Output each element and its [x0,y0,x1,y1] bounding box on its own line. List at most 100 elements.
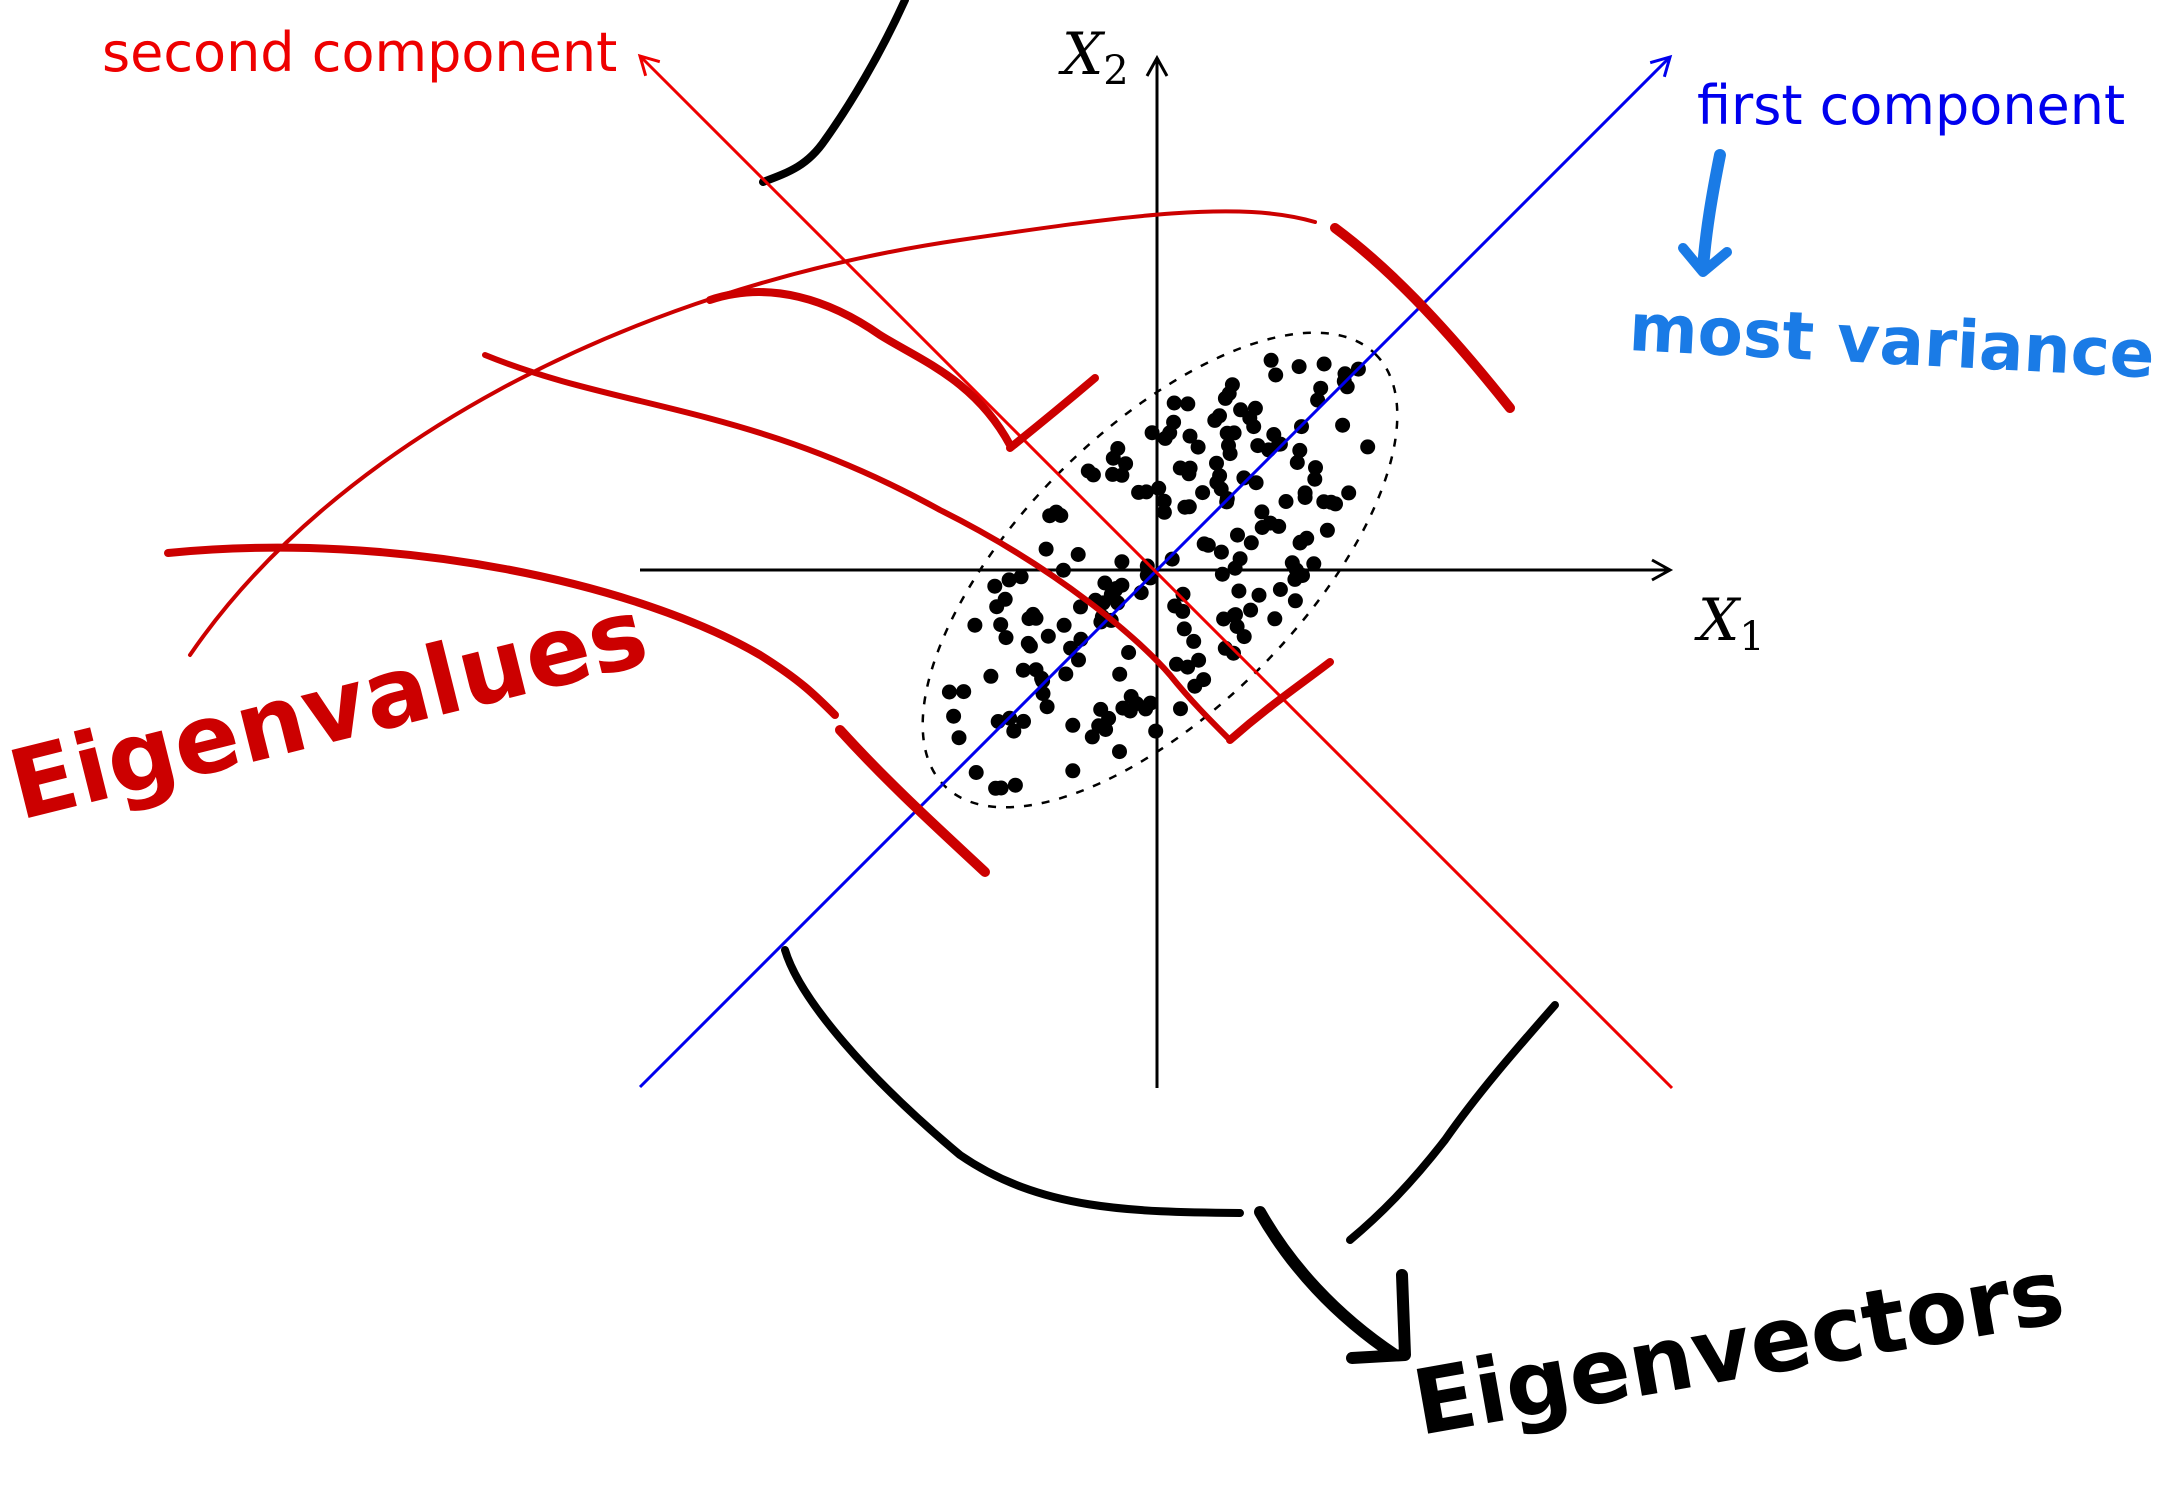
data-point [1221,386,1237,401]
data-point [1306,556,1322,572]
data-point [1360,439,1376,455]
data-point [1156,493,1172,509]
data-point [1228,607,1243,623]
data-point [1251,587,1267,603]
data-point [1167,598,1183,614]
data-point [1335,417,1351,433]
data-ellipse [921,331,1399,809]
data-point [1328,496,1343,512]
data-point [1297,485,1313,501]
data-point [1319,522,1335,538]
data-point [1172,460,1188,476]
data-point [1169,656,1184,672]
eigenvalue-curve-3 [482,352,1233,743]
data-point [998,630,1014,646]
eigenvalue-tick-3 [1226,658,1334,744]
eigenvalue-tick-1 [1330,223,1515,413]
data-point [1209,455,1224,471]
data-point [1222,446,1238,462]
data-point [993,780,1009,796]
data-point [1040,628,1056,644]
data-point [1122,703,1138,719]
data-points [941,352,1376,796]
data-point [1058,666,1074,682]
data-point [1246,419,1262,435]
data-point [1038,541,1054,557]
data-point [1209,475,1225,490]
data-point [1307,471,1323,487]
data-point [1175,586,1191,602]
data-point [1243,602,1259,618]
data-point [983,668,999,684]
data-point [967,617,983,633]
data-point [1121,645,1137,660]
data-point [1084,729,1100,745]
data-point [1271,518,1287,534]
data-point [956,684,972,700]
data-point [1080,463,1096,479]
data-point [1039,699,1055,715]
data-point [1151,480,1167,496]
data-point [1292,442,1308,458]
data-point [1157,430,1173,446]
data-point [1267,611,1283,627]
data-point [1212,408,1227,424]
data-point [1164,551,1180,567]
data-point [1143,695,1158,711]
data-point [1254,504,1270,520]
data-point [1123,689,1139,704]
eigenvector-arrow-shaft [1254,1206,1401,1361]
data-point [1316,494,1332,510]
data-point [1065,717,1081,733]
data-point [1272,436,1288,452]
eigenvalues-text: Eigenvalues [0,576,658,842]
data-point [1287,593,1303,609]
data-point [1063,640,1079,656]
data-point [1186,633,1202,649]
data-point [1056,617,1072,633]
eigenvalue-tick-4 [835,725,990,877]
data-point [946,708,962,724]
data-point [951,730,967,746]
data-point [1156,504,1172,520]
eigenvalue-curve-4 [164,543,839,719]
data-point [1216,611,1232,627]
data-point [1268,367,1284,383]
data-point [1227,560,1243,576]
data-point [1021,611,1037,627]
data-point [987,578,1003,594]
data-point [1191,652,1207,668]
most-variance-arrowhead [1678,243,1732,277]
data-point [1213,544,1229,560]
data-point [1236,629,1252,645]
data-point [1015,662,1031,678]
data-point [1231,583,1247,599]
data-point [1236,470,1252,486]
data-point [1112,744,1127,760]
data-point [1006,723,1022,739]
data-point [1248,475,1264,491]
data-point [1001,572,1017,588]
most-variance-text: most variance [1627,289,2156,393]
x2-axis-label: X2 [1058,20,1129,94]
data-point [1313,380,1329,396]
data-point [1013,569,1029,585]
data-point [1195,485,1211,501]
first-component-label: first component [1697,74,2125,137]
data-point [1278,494,1294,509]
eigenvector-brace-left [781,946,1244,1217]
eigenvalue-curve-2 [706,288,1014,449]
data-point [1007,777,1023,793]
data-point [1243,535,1259,551]
data-point [1176,621,1192,637]
data-point [1308,460,1323,476]
data-point [993,617,1009,633]
data-point [1299,530,1315,546]
data-point [1291,359,1307,375]
x1-axis-label: X1 [1694,586,1765,660]
data-point [1118,456,1134,472]
data-point [1016,713,1031,729]
eigenvalue-curve-1 [188,209,1317,657]
data-point [1071,652,1086,668]
data-point [968,765,984,780]
